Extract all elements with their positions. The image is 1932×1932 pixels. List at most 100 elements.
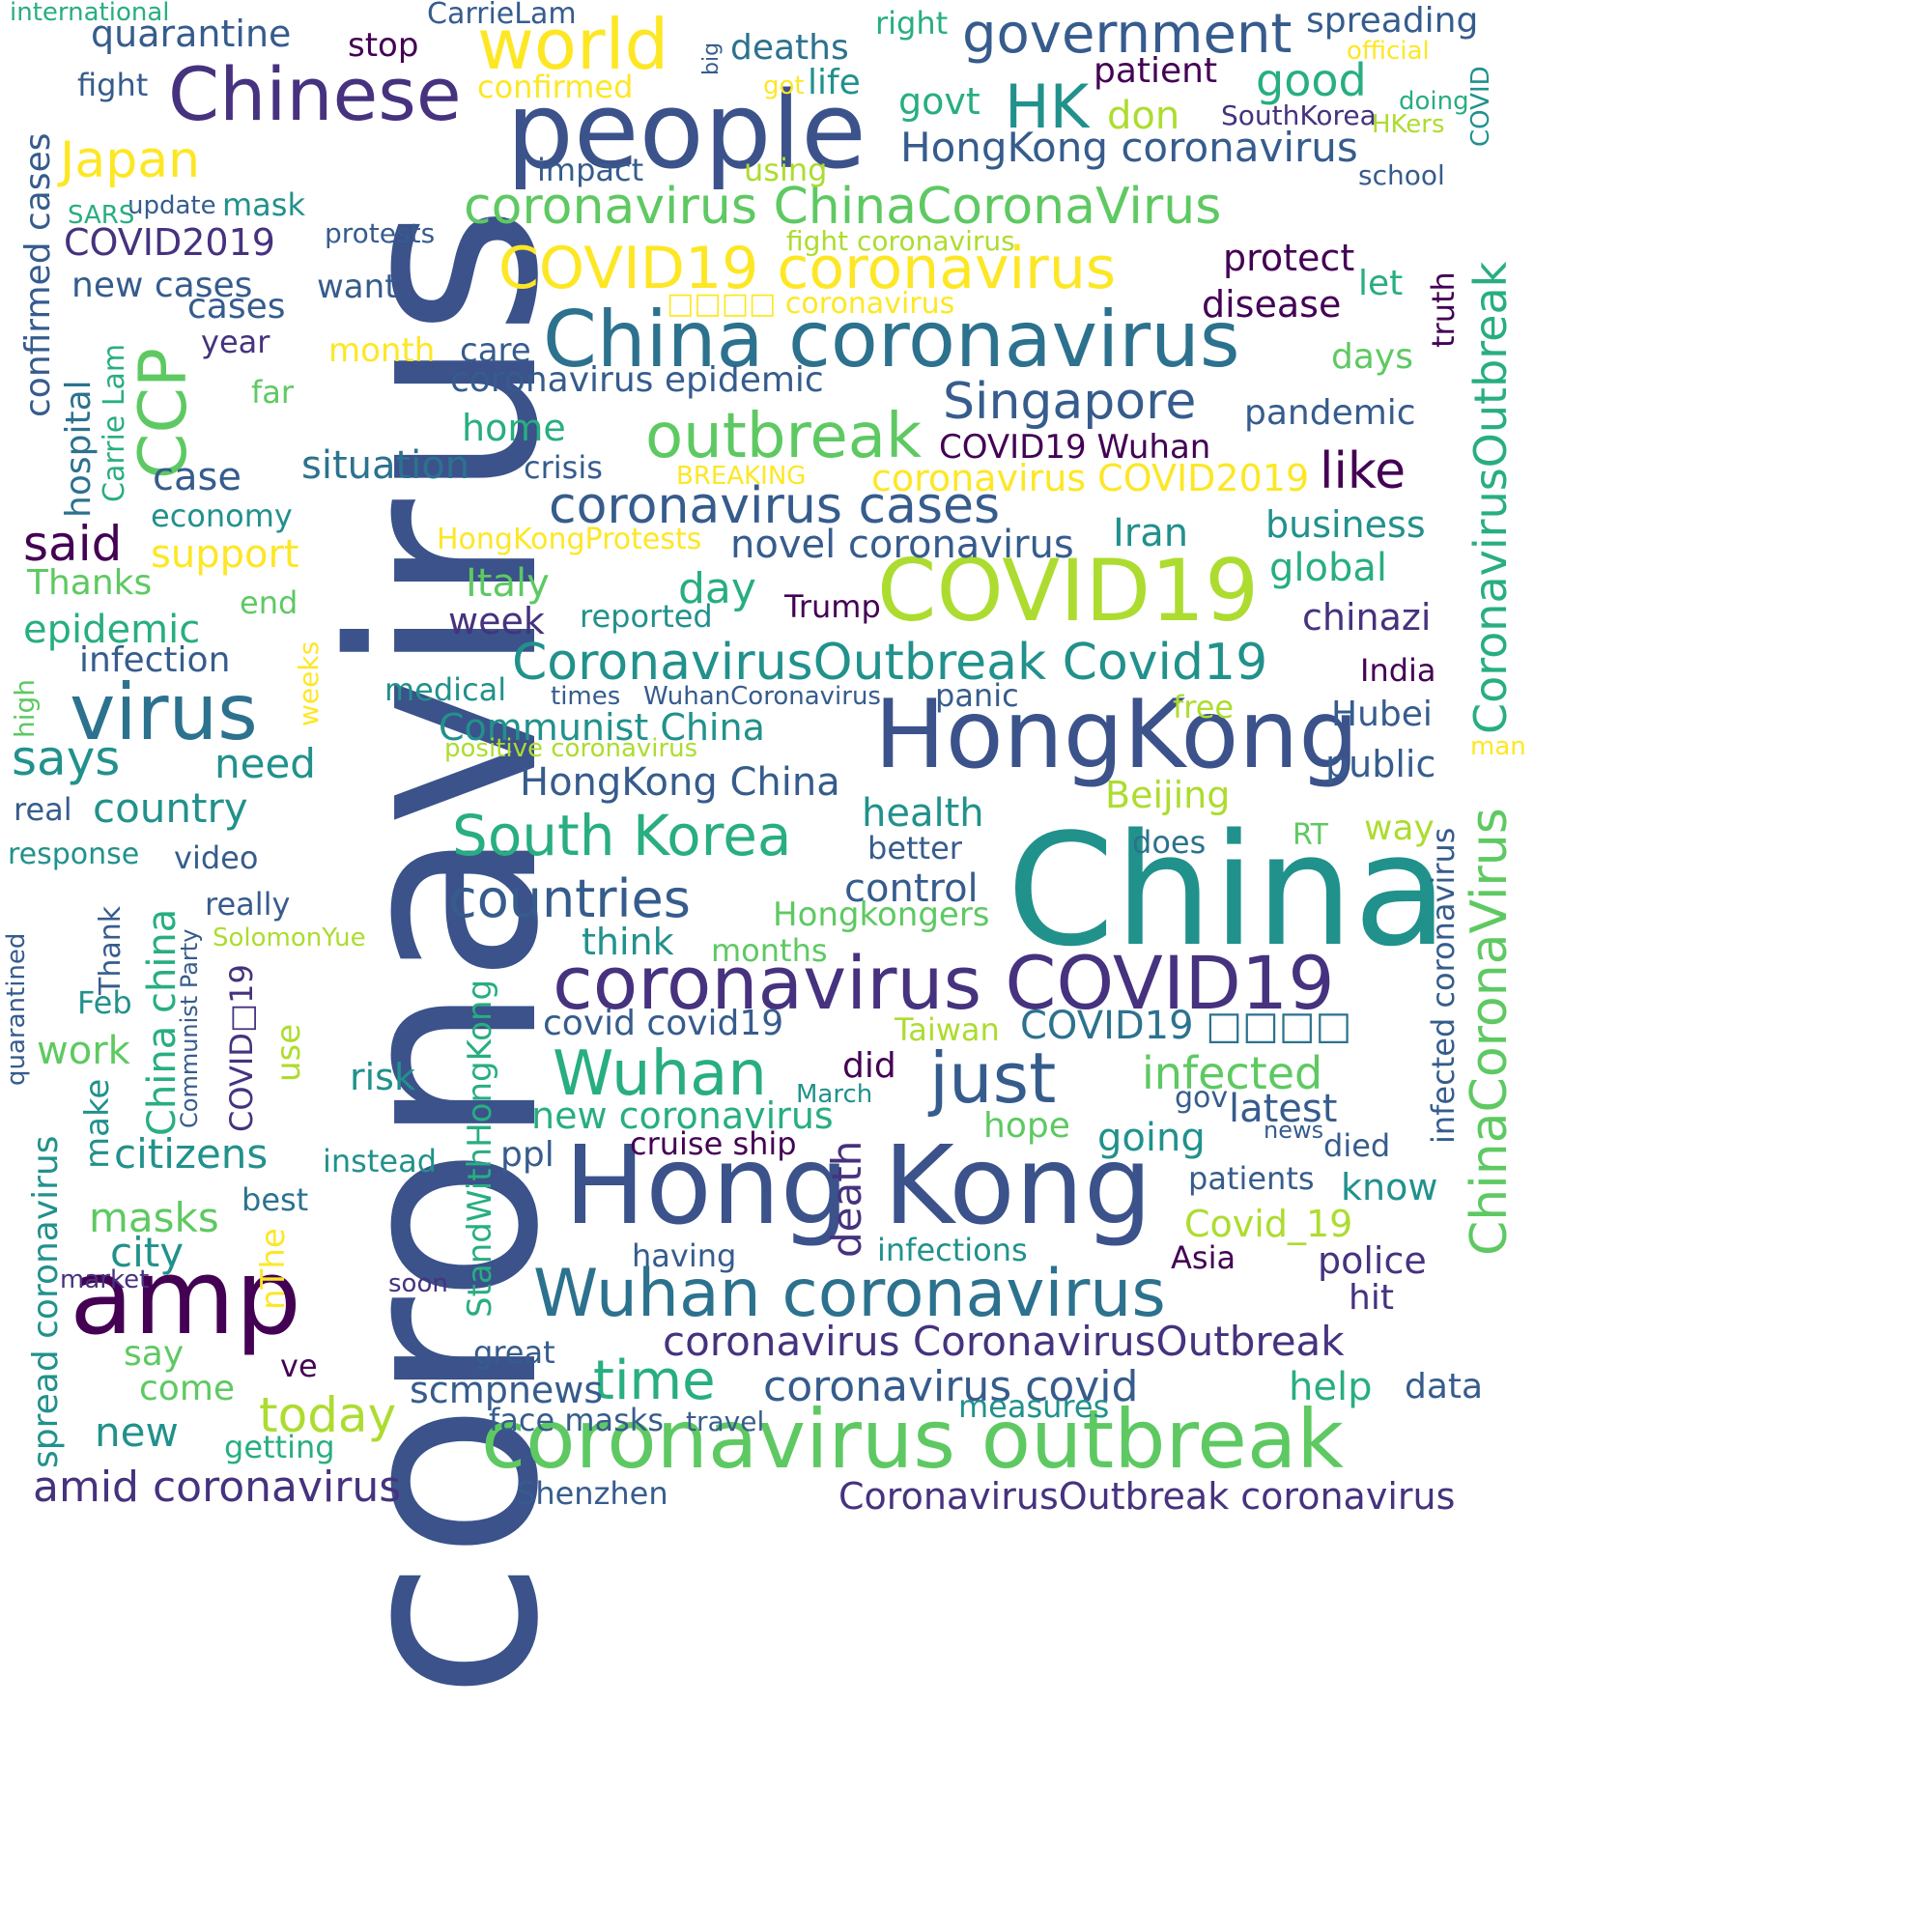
- cloud-word: day: [678, 564, 756, 613]
- cloud-word: want: [317, 268, 398, 306]
- cloud-word: COVID2019: [64, 221, 275, 264]
- cloud-word: SouthKorea: [1221, 99, 1377, 131]
- cloud-word: just: [929, 1037, 1057, 1119]
- cloud-word: COVID: [1466, 66, 1495, 147]
- cloud-word: instead: [323, 1143, 437, 1179]
- cloud-word: government: [962, 3, 1293, 66]
- cloud-word: quarantined: [2, 932, 31, 1086]
- cloud-word: getting: [224, 1429, 335, 1465]
- cloud-word: Asia: [1171, 1239, 1236, 1276]
- cloud-word: Iran: [1113, 511, 1189, 555]
- cloud-word: country: [93, 784, 248, 832]
- cloud-word: coronavirus covid: [763, 1362, 1139, 1411]
- cloud-word: market: [60, 1265, 150, 1294]
- cloud-word: confirmed: [477, 69, 634, 105]
- cloud-word: face masks: [489, 1402, 664, 1438]
- cloud-word: free: [1173, 689, 1235, 725]
- cloud-word: video: [174, 839, 259, 876]
- cloud-word: protect: [1223, 237, 1355, 279]
- cloud-word: risk: [350, 1056, 415, 1098]
- cloud-word: time: [593, 1350, 716, 1412]
- cloud-word: SolomonYue: [213, 923, 366, 952]
- cloud-word: make: [78, 1078, 117, 1169]
- cloud-word: infected coronavirus: [1425, 827, 1462, 1144]
- cloud-word: cruise ship: [630, 1125, 797, 1162]
- cloud-word: covid covid19: [543, 1004, 784, 1043]
- cloud-word: data: [1405, 1367, 1484, 1406]
- cloud-word: coronavirus COVID2019: [871, 457, 1310, 499]
- cloud-word: home: [462, 407, 566, 449]
- cloud-word: epidemic: [23, 608, 201, 652]
- cloud-word: countries: [448, 868, 691, 929]
- cloud-word: better: [867, 830, 962, 867]
- cloud-word: BREAKING: [676, 462, 807, 491]
- cloud-word: weeks: [293, 640, 325, 726]
- cloud-word: world: [477, 4, 669, 85]
- cloud-word: COVID19: [877, 541, 1260, 640]
- cloud-word: man: [1470, 732, 1526, 761]
- cloud-word: HongKong China: [520, 760, 840, 805]
- cloud-word: know: [1341, 1166, 1438, 1208]
- cloud-word: coronavirus epidemic: [450, 360, 824, 400]
- cloud-word: quarantine: [91, 13, 292, 55]
- cloud-word: nThe: [254, 1228, 293, 1310]
- cloud-word: □□□□ coronavirus: [667, 287, 955, 321]
- cloud-word: let: [1358, 264, 1404, 303]
- cloud-word: disease: [1202, 283, 1342, 326]
- cloud-word: China coronavirus: [543, 295, 1240, 384]
- cloud-word: HK: [1005, 71, 1090, 142]
- cloud-word: scmpnews: [410, 1369, 604, 1411]
- cloud-word: economy: [151, 497, 293, 534]
- cloud-word: March: [796, 1080, 873, 1109]
- cloud-word: Japan: [60, 131, 201, 189]
- cloud-word: Hubei: [1331, 695, 1433, 734]
- cloud-word: death: [823, 1140, 870, 1258]
- cloud-word: govt: [898, 80, 980, 123]
- cloud-word: coronavirus COVID19: [553, 940, 1335, 1026]
- cloud-word: far: [251, 374, 295, 411]
- cloud-word: hospital: [59, 380, 99, 518]
- cloud-word: official: [1347, 37, 1430, 66]
- cloud-word: infections: [877, 1232, 1028, 1268]
- cloud-word: people: [506, 69, 867, 192]
- cloud-word: high: [9, 678, 41, 738]
- cloud-word: coronavirus CoronavirusOutbreak: [663, 1318, 1345, 1365]
- cloud-word: Singapore: [943, 373, 1197, 431]
- cloud-word: response: [8, 838, 140, 871]
- cloud-word: COVID□19: [223, 964, 260, 1132]
- cloud-word: support: [151, 532, 299, 577]
- cloud-word: city: [110, 1229, 185, 1276]
- cloud-word: spread coronavirus: [26, 1135, 66, 1468]
- cloud-word: spreading: [1306, 1, 1479, 41]
- cloud-word: months: [711, 932, 828, 969]
- cloud-word: police: [1318, 1239, 1427, 1282]
- cloud-word: global: [1269, 546, 1387, 590]
- cloud-word: new cases: [71, 266, 253, 305]
- cloud-word: case: [153, 455, 242, 499]
- cloud-word: COVID19 □□□□: [1020, 1004, 1352, 1048]
- cloud-word: week: [448, 600, 545, 642]
- cloud-word: using: [744, 152, 828, 188]
- cloud-word: work: [37, 1029, 130, 1073]
- cloud-word: got: [763, 71, 805, 100]
- cloud-word: HongKongProtests: [437, 523, 702, 556]
- cloud-word: doing: [1399, 87, 1469, 116]
- cloud-word: update: [128, 191, 216, 220]
- cloud-word: Shenzhen: [516, 1475, 668, 1512]
- cloud-word: novel coronavirus: [730, 523, 1074, 567]
- cloud-word: days: [1331, 337, 1413, 377]
- cloud-word: life: [808, 63, 861, 102]
- cloud-word: think: [582, 921, 674, 963]
- cloud-word: latest: [1229, 1087, 1338, 1131]
- cloud-word: CoronavirusOutbreak Covid19: [512, 634, 1268, 692]
- cloud-word: public: [1325, 743, 1436, 785]
- cloud-word: end: [240, 584, 298, 621]
- cloud-word: pandemic: [1244, 393, 1416, 433]
- cloud-word: coronavirus ChinaCoronaVirus: [464, 178, 1222, 236]
- cloud-word: ve: [280, 1348, 318, 1384]
- cloud-word: China: [1007, 800, 1449, 980]
- cloud-word: Hongkongers: [773, 895, 990, 934]
- cloud-word: don: [1107, 94, 1180, 138]
- cloud-word: coronavirus outbreak: [481, 1392, 1345, 1487]
